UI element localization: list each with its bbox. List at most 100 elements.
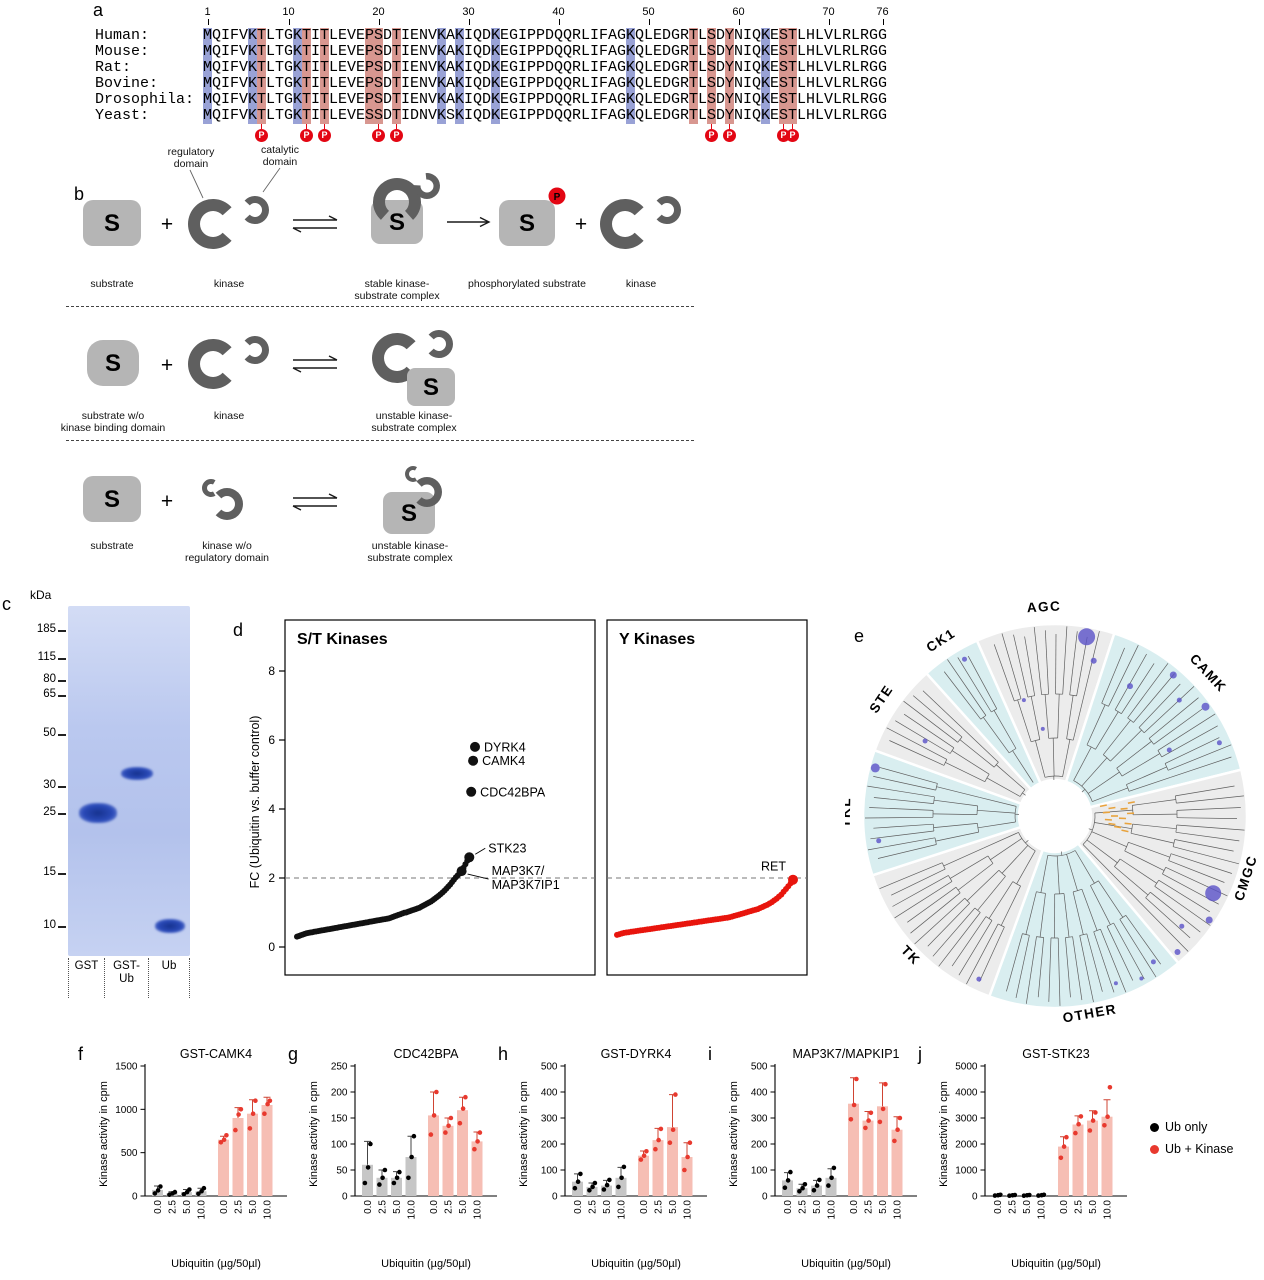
residue: K — [626, 59, 636, 76]
residue: L — [698, 91, 708, 108]
data-point — [575, 1179, 581, 1184]
branch-arc — [1175, 824, 1178, 833]
branch — [1173, 846, 1239, 865]
data-point — [1087, 1128, 1093, 1133]
data-point — [477, 1130, 483, 1135]
branch — [1057, 937, 1061, 1006]
residue: T — [689, 107, 699, 124]
branch — [1025, 936, 1037, 1004]
data-point — [673, 1092, 678, 1097]
schematic-label-line: substrate complex — [354, 290, 440, 302]
branch — [891, 868, 946, 896]
residue: K — [293, 107, 303, 124]
residue: R — [572, 91, 582, 108]
residue: D — [383, 75, 393, 92]
bar — [601, 1185, 612, 1196]
residue: R — [860, 91, 870, 108]
kinase-hit-dot — [1090, 657, 1097, 664]
residue: G — [509, 27, 519, 44]
phospho-stem — [791, 124, 794, 129]
residue: T — [689, 43, 699, 60]
gel-lane-label: GST- Ub — [104, 958, 148, 998]
x-tick-label: 10.0 — [1103, 1200, 1114, 1220]
branch — [1091, 831, 1127, 848]
residue: T — [392, 75, 402, 92]
residue: N — [419, 43, 429, 60]
residue: R — [680, 75, 690, 92]
residue: D — [662, 75, 672, 92]
residue: L — [329, 27, 339, 44]
data-point — [1073, 1130, 1078, 1136]
residue: N — [734, 75, 744, 92]
complex-kinase-hook — [405, 466, 417, 482]
branch — [1081, 757, 1108, 787]
branch-arc — [943, 759, 948, 766]
branch — [966, 731, 999, 763]
x-tick-label: 10.0 — [197, 1200, 208, 1220]
residue: A — [608, 59, 618, 76]
residue: D — [662, 59, 672, 76]
schematic-label: substrate — [37, 278, 187, 290]
x-tick-label: 5.0 — [1088, 1200, 1099, 1214]
y-tick-label: 200 — [331, 1088, 348, 1099]
residue: Q — [563, 107, 573, 124]
residue: Q — [635, 107, 645, 124]
schematic-label: kinase — [154, 278, 304, 290]
residue: I — [311, 59, 321, 76]
residue: R — [842, 91, 852, 108]
residue: D — [662, 43, 672, 60]
residue: T — [275, 59, 285, 76]
data-point — [196, 1191, 201, 1197]
kinase-catalytic-lobe — [428, 330, 454, 358]
branch-arc — [1014, 698, 1022, 702]
kinome-wedge-ck1 — [924, 638, 1043, 791]
residue: G — [284, 75, 294, 92]
branch-arc — [980, 715, 987, 720]
residue: I — [464, 107, 474, 124]
residue: T — [689, 59, 699, 76]
gel-lane-label-line: Ub — [161, 960, 177, 972]
residue: Q — [212, 107, 222, 124]
branch — [922, 690, 967, 733]
residue: D — [383, 91, 393, 108]
residue: G — [869, 107, 879, 124]
complex-kinase-small-lobe — [416, 477, 442, 507]
branch — [935, 831, 979, 842]
kinase-shape — [372, 330, 454, 383]
branch — [1037, 937, 1045, 998]
residue: Q — [635, 27, 645, 44]
schematic-row-1: S + S S P + — [83, 167, 682, 249]
gel-marker-tick — [58, 734, 66, 736]
residue: E — [356, 43, 366, 60]
data-point — [406, 1175, 411, 1181]
branch — [1176, 824, 1245, 831]
legend-label: Ub only — [1165, 1120, 1208, 1134]
residue: I — [311, 107, 321, 124]
error-bar — [850, 1077, 857, 1104]
panel-label-f: f — [78, 1044, 84, 1064]
gel-marker-label: 65 — [43, 688, 56, 700]
residue: V — [239, 59, 249, 76]
residue: V — [824, 75, 834, 92]
y-tick-label: 500 — [541, 1062, 558, 1073]
residue: E — [770, 59, 780, 76]
residue: Y — [725, 27, 735, 44]
residue: N — [734, 107, 744, 124]
data-point — [1058, 1155, 1064, 1161]
schematic-label-line: unstable kinase- — [371, 540, 449, 552]
residue: D — [383, 107, 393, 124]
residue: K — [293, 91, 303, 108]
branch — [1170, 756, 1232, 778]
residue: L — [797, 91, 807, 108]
residue: V — [428, 43, 438, 60]
legend-dot — [1150, 1144, 1159, 1154]
residue: F — [599, 107, 609, 124]
data-point — [368, 1141, 373, 1147]
data-point — [463, 1094, 468, 1100]
residue: K — [626, 91, 636, 108]
phospho-badge: P — [255, 129, 268, 142]
residue: L — [851, 91, 861, 108]
residue: K — [455, 43, 465, 60]
residue: K — [293, 27, 303, 44]
bar — [825, 1177, 837, 1196]
